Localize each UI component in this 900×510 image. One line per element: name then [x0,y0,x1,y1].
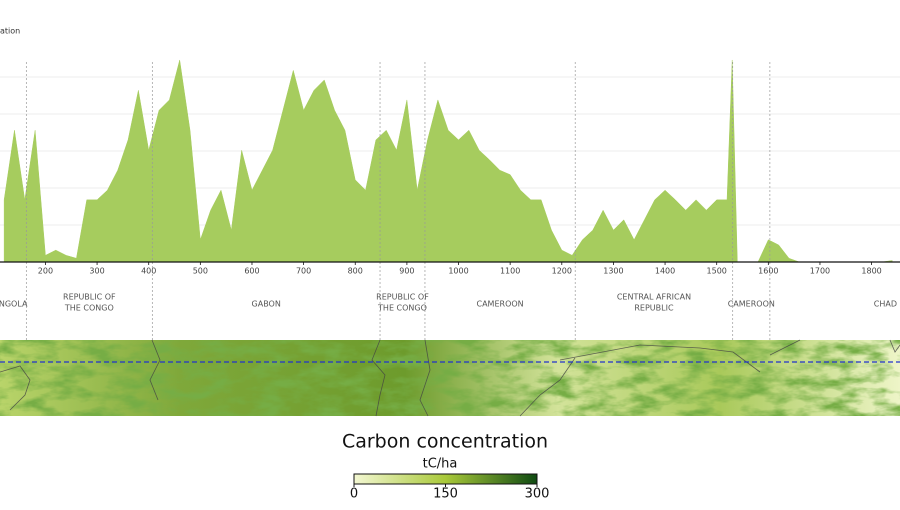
x-tick-label: 900 [399,267,414,276]
country-label: CENTRAL AFRICAN [617,293,691,302]
country-label: CAMEROON [477,300,524,309]
x-tick-label: 1600 [758,267,778,276]
country-label: GABON [252,300,281,309]
country-label: CHAD [874,300,897,309]
x-tick-label: 700 [296,267,311,276]
country-label: THE CONGO [64,304,114,313]
country-label: REPUBLIC [634,304,674,313]
x-tick-label: 200 [38,267,53,276]
x-tick-label: 600 [244,267,259,276]
colorbar-unit: tC/ha [423,457,458,472]
x-tick-label: 1400 [655,267,675,276]
colorbar-tick-label: 300 [525,487,550,502]
y-axis-label: ation [0,27,20,36]
colorbar-tick-label: 0 [350,487,358,502]
country-label: REPUBLIC OF [376,293,429,302]
area [3,59,893,263]
x-tick-label: 800 [348,267,363,276]
x-tick-label: 1500 [707,267,727,276]
x-tick-label: 1800 [861,267,881,276]
country-label: REPUBLIC OF [63,293,116,302]
x-tick-label: 1000 [448,267,468,276]
x-tick-label: 1700 [810,267,830,276]
x-tick-label: 1200 [552,267,572,276]
x-tick-label: 500 [193,267,208,276]
x-tick-label: 400 [141,267,156,276]
colorbar [353,473,538,485]
x-tick-label: 300 [89,267,104,276]
map-strip [0,339,900,417]
colorbar-tick-label: 150 [433,487,458,502]
x-tick-label: 1300 [603,267,623,276]
x-tick-label: 1100 [500,267,520,276]
country-label: THE CONGO [377,304,427,313]
country-label: CAMEROON [728,300,775,309]
country-label: NGOLA [0,300,28,309]
colorbar-title: Carbon concentration [342,431,548,453]
